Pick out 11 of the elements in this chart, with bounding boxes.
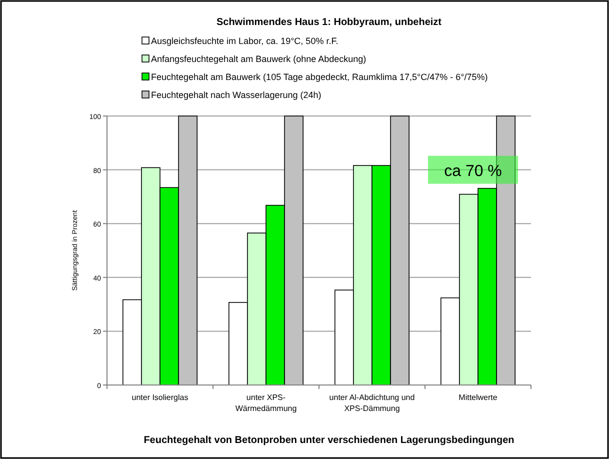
x-tick-label: unter Al-Abdichtung und XPS-Dämmung (329, 393, 415, 413)
x-axis-title: Feuchtegehalt von Betonproben unter verschiedenen Lagerungsbedingungen (144, 435, 514, 446)
legend-label: Ausgleichsfeuchte im Labor, ca. 19°C, 50% r.F. (151, 36, 338, 46)
annotation: ca 70 % (444, 162, 502, 180)
x-tick-label: unter XPS- Wärmedämmung (235, 393, 297, 413)
x-tick-label: Mittelwerte (458, 393, 498, 402)
legend-label: Anfangsfeuchtegehalt am Bauwerk (ohne Abdeckung) (151, 54, 366, 64)
chart-title: Schwimmendes Haus 1: Hobbyraum, unbeheizt (216, 17, 442, 28)
legend-label: Feuchtegehalt am Bauwerk (105 Tage abgedeckt, Raumklima 17,5°C/47% - 6°/75%) (151, 72, 488, 82)
x-tick-label: unter Isolierglas (132, 393, 188, 402)
legend-label: Feuchtegehalt nach Wasserlagerung (24h) (151, 90, 322, 100)
